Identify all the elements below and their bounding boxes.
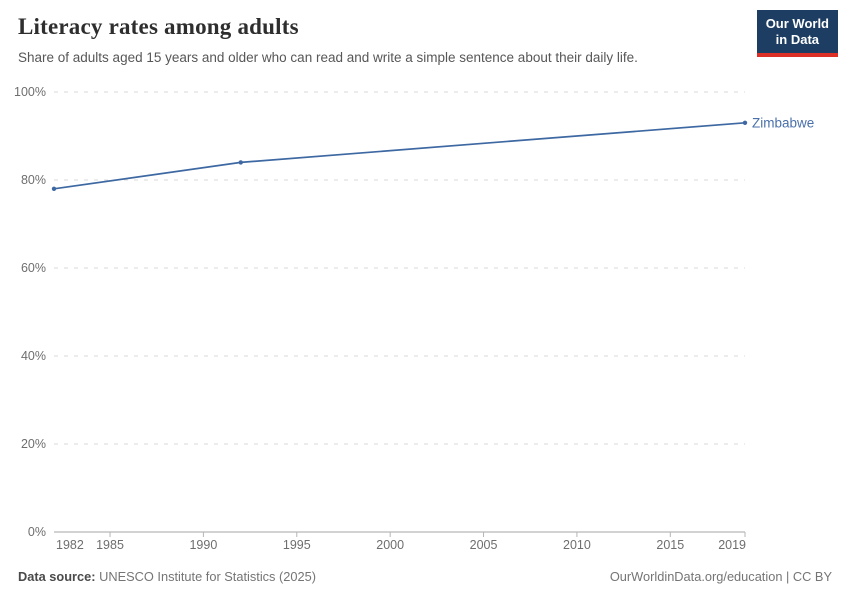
x-tick-label: 1982 xyxy=(56,538,84,552)
x-tick-label: 1985 xyxy=(96,538,124,552)
x-tick-label: 2015 xyxy=(656,538,684,552)
x-tick-label: 2000 xyxy=(376,538,404,552)
y-tick-label: 40% xyxy=(21,349,46,363)
data-source-note: Data source: UNESCO Institute for Statis… xyxy=(18,569,316,584)
owid-logo-text-line1: Our World xyxy=(765,16,829,31)
license-note[interactable]: OurWorldinData.org/education | CC BY xyxy=(609,569,832,584)
y-tick-label: 60% xyxy=(21,261,46,275)
chart-subtitle: Share of adults aged 15 years and older … xyxy=(18,50,638,65)
x-tick-label: 2019 xyxy=(718,538,746,552)
data-point-marker[interactable] xyxy=(51,186,57,191)
series-entity-label[interactable]: Zimbabwe xyxy=(752,115,814,130)
data-source-value: UNESCO Institute for Statistics (2025) xyxy=(99,569,317,584)
y-tick-label: 100% xyxy=(14,85,46,99)
series-line[interactable] xyxy=(53,121,746,190)
owid-logo[interactable]: Our World in Data xyxy=(756,10,838,57)
data-source-label: Data source: xyxy=(18,569,96,584)
line-chart: 0% 20% 40% 60% 80% 100% 1982 1985 1990 1995 2000 20… xyxy=(14,85,814,552)
chart-footer: Data source: UNESCO Institute for Statis… xyxy=(18,569,832,584)
page-title: Literacy rates among adults xyxy=(18,14,299,39)
data-point-marker[interactable] xyxy=(742,120,748,125)
data-point-marker[interactable] xyxy=(238,160,243,165)
x-tick-label: 1990 xyxy=(189,538,217,552)
y-tick-label: 80% xyxy=(21,173,46,187)
owid-logo-text-line2: in Data xyxy=(775,32,820,48)
x-tick-label: 2010 xyxy=(563,538,591,552)
x-tick-label: 1995 xyxy=(283,538,311,552)
y-tick-label: 20% xyxy=(21,437,46,451)
y-tick-label: 0% xyxy=(28,525,46,539)
x-tick-label: 2005 xyxy=(470,538,498,552)
